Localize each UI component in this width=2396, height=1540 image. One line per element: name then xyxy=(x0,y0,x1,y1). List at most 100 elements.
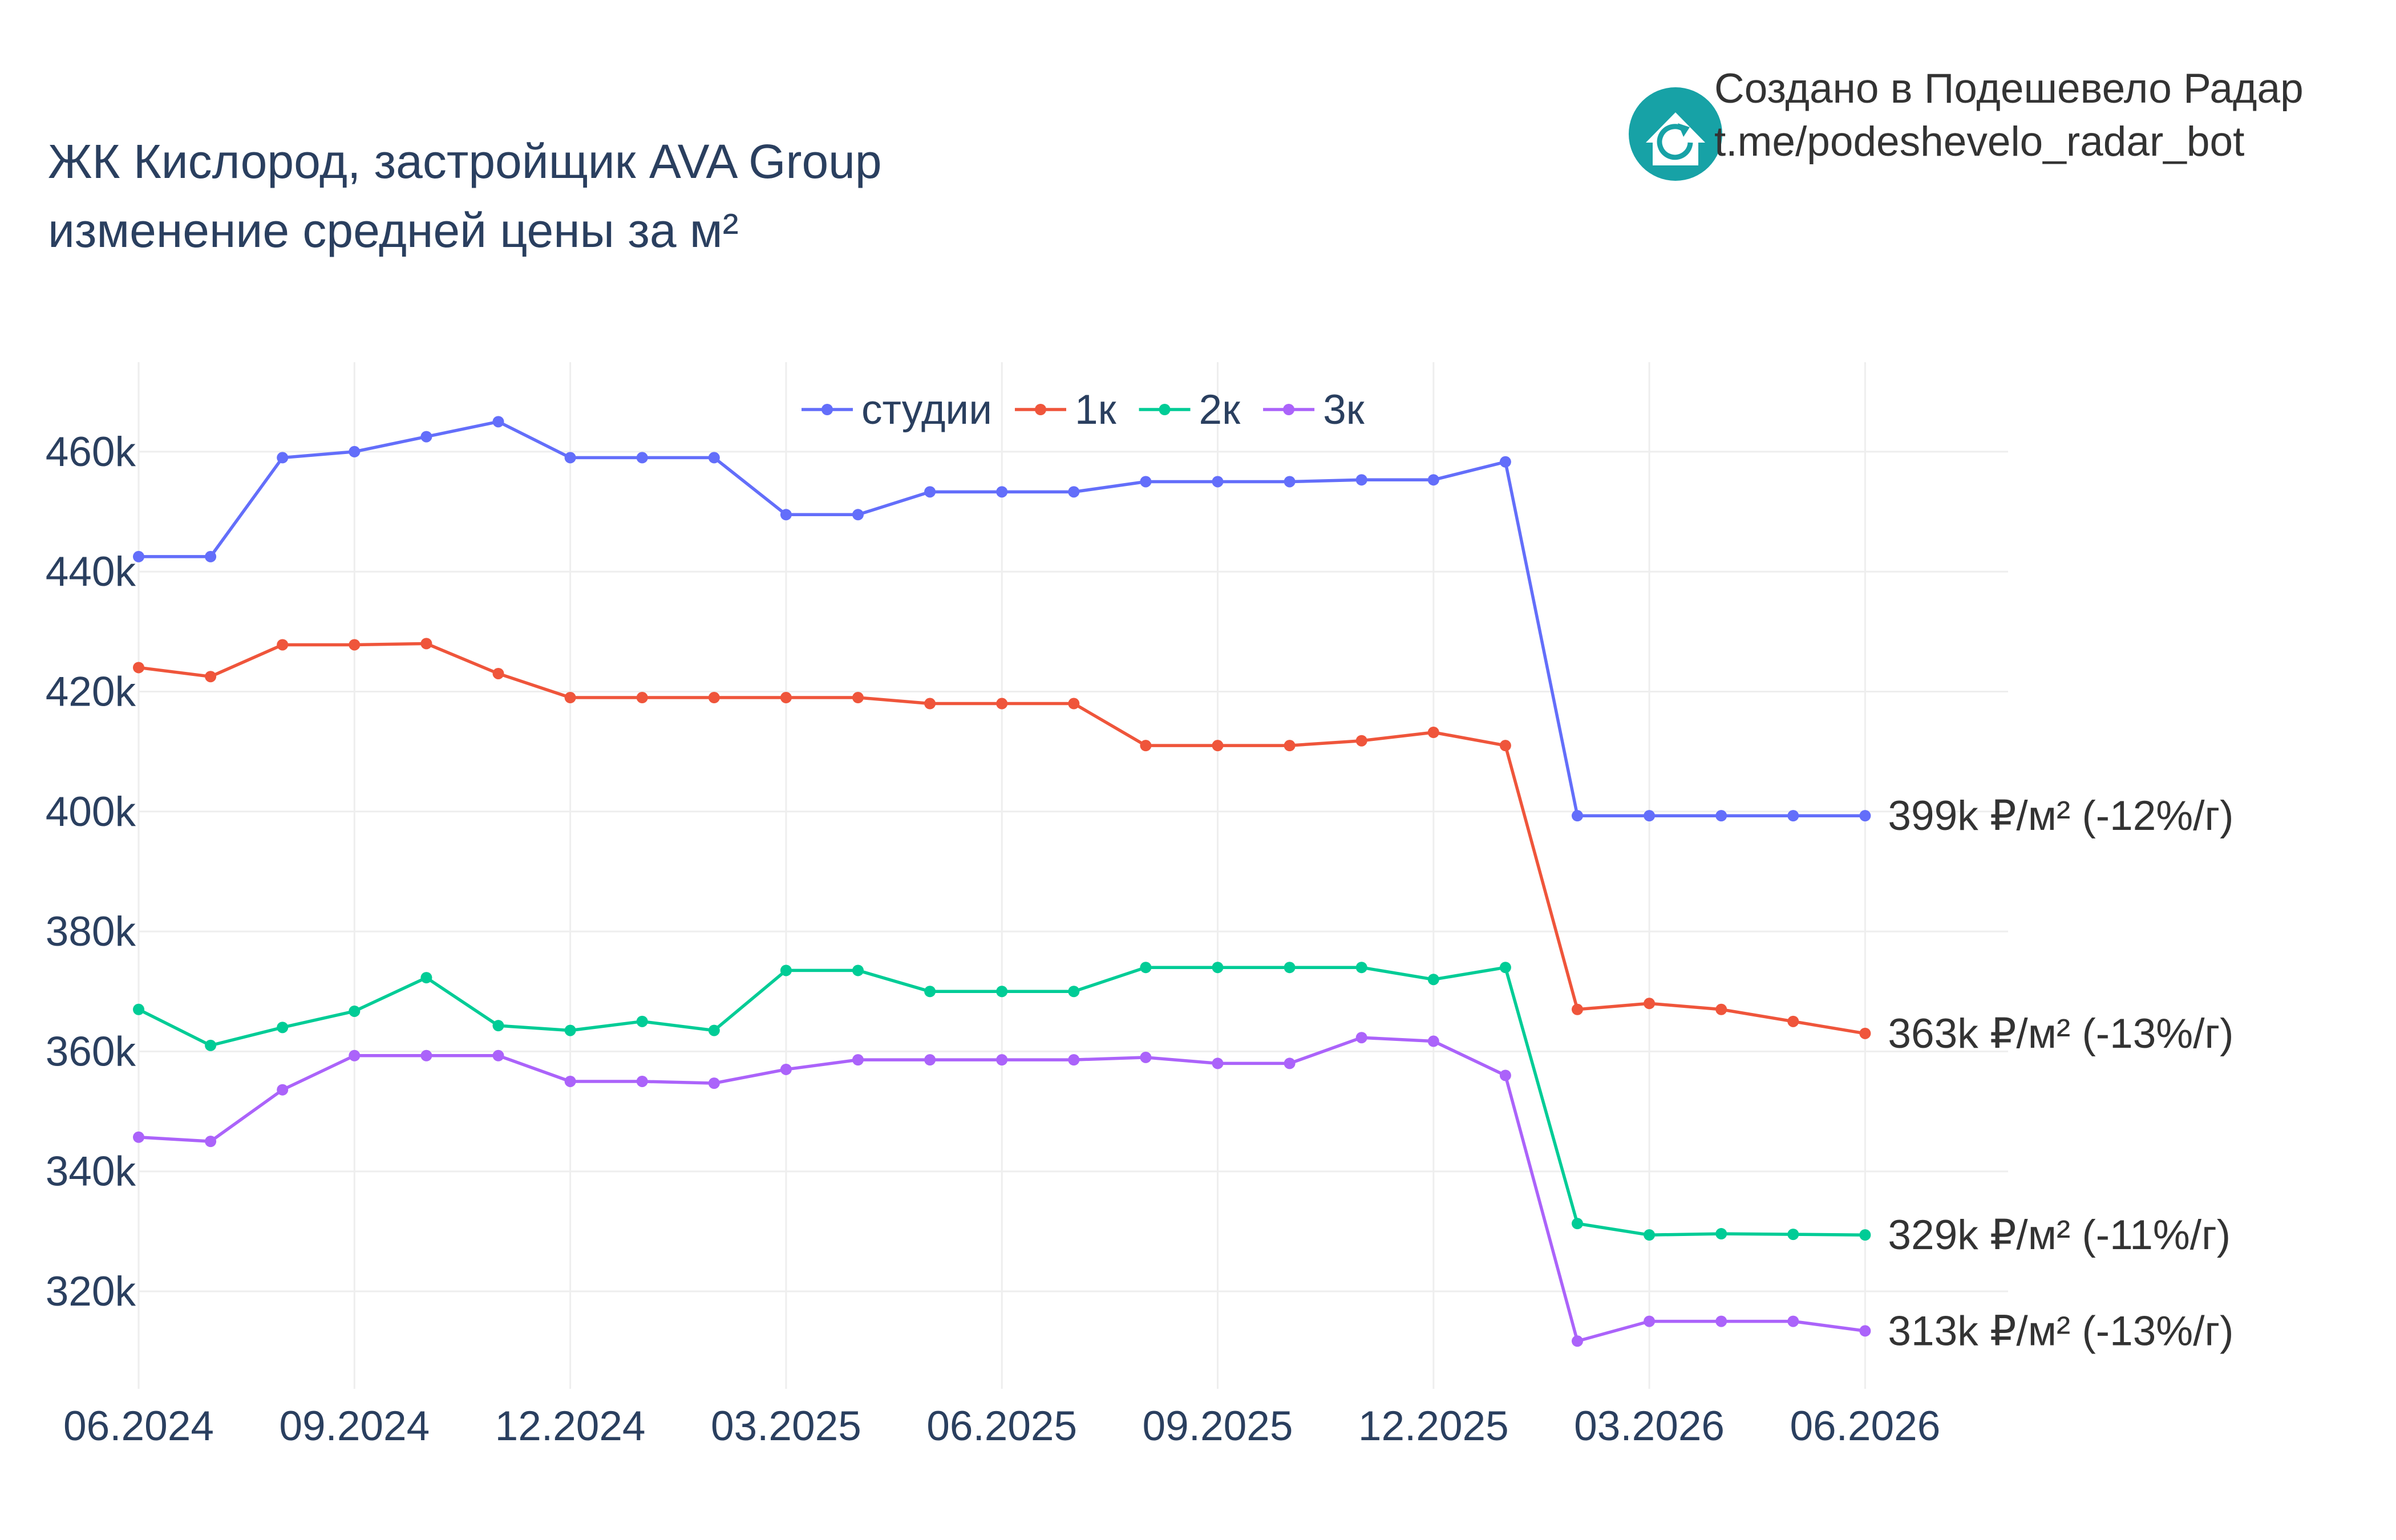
data-point[interactable] xyxy=(205,1136,217,1148)
data-point[interactable] xyxy=(1787,1229,1799,1241)
data-point[interactable] xyxy=(1715,1003,1727,1015)
data-point[interactable] xyxy=(1859,810,1871,822)
data-point[interactable] xyxy=(1572,1218,1583,1230)
data-point[interactable] xyxy=(1572,810,1583,822)
data-point[interactable] xyxy=(277,1022,289,1034)
legend-item[interactable]: 3к xyxy=(1263,387,1365,433)
data-point[interactable] xyxy=(420,1049,432,1061)
data-point[interactable] xyxy=(996,486,1008,498)
data-point[interactable] xyxy=(205,550,217,562)
logo-icon[interactable] xyxy=(1629,87,1722,181)
data-point[interactable] xyxy=(1355,1032,1367,1044)
data-point[interactable] xyxy=(1499,740,1511,752)
data-point[interactable] xyxy=(1644,1315,1656,1327)
data-point[interactable] xyxy=(1212,1057,1224,1069)
data-point[interactable] xyxy=(420,431,432,443)
data-point[interactable] xyxy=(924,986,936,998)
data-point[interactable] xyxy=(924,486,936,498)
data-point[interactable] xyxy=(1355,735,1367,747)
data-point[interactable] xyxy=(133,662,144,674)
data-point[interactable] xyxy=(420,972,432,984)
data-point[interactable] xyxy=(1284,962,1296,974)
legend-item[interactable]: студии xyxy=(802,387,992,433)
data-point[interactable] xyxy=(564,1024,576,1036)
data-point[interactable] xyxy=(852,692,864,704)
data-point[interactable] xyxy=(1140,740,1152,752)
data-point[interactable] xyxy=(708,1024,720,1036)
data-point[interactable] xyxy=(277,1084,289,1096)
data-point[interactable] xyxy=(277,452,289,464)
data-point[interactable] xyxy=(564,692,576,704)
data-point[interactable] xyxy=(492,667,504,679)
data-point[interactable] xyxy=(1499,1069,1511,1081)
data-point[interactable] xyxy=(1140,1051,1152,1063)
data-point[interactable] xyxy=(780,692,792,704)
data-point[interactable] xyxy=(1787,1015,1799,1027)
data-point[interactable] xyxy=(1644,998,1656,1010)
legend[interactable]: студии 1к 2к 3к xyxy=(802,387,1365,433)
data-point[interactable] xyxy=(1140,962,1152,974)
data-point[interactable] xyxy=(277,639,289,651)
data-point[interactable] xyxy=(1859,1325,1871,1337)
data-point[interactable] xyxy=(1355,962,1367,974)
data-point[interactable] xyxy=(996,1054,1008,1066)
data-point[interactable] xyxy=(1715,810,1727,822)
data-point[interactable] xyxy=(1715,1315,1727,1327)
data-point[interactable] xyxy=(924,1054,936,1066)
data-point[interactable] xyxy=(852,1054,864,1066)
data-point[interactable] xyxy=(852,964,864,976)
data-point[interactable] xyxy=(1787,810,1799,822)
data-point[interactable] xyxy=(708,452,720,464)
data-point[interactable] xyxy=(492,1020,504,1032)
data-point[interactable] xyxy=(780,964,792,976)
data-point[interactable] xyxy=(1068,698,1080,710)
data-point[interactable] xyxy=(1212,740,1224,752)
data-point[interactable] xyxy=(1355,474,1367,486)
data-point[interactable] xyxy=(780,509,792,521)
data-point[interactable] xyxy=(564,452,576,464)
data-point[interactable] xyxy=(1427,727,1439,739)
data-point[interactable] xyxy=(492,1049,504,1061)
data-point[interactable] xyxy=(1499,456,1511,468)
data-point[interactable] xyxy=(133,1131,144,1143)
data-point[interactable] xyxy=(708,692,720,704)
data-point[interactable] xyxy=(636,452,648,464)
data-point[interactable] xyxy=(924,698,936,710)
data-point[interactable] xyxy=(708,1077,720,1089)
data-point[interactable] xyxy=(1284,740,1296,752)
data-point[interactable] xyxy=(133,550,144,562)
data-point[interactable] xyxy=(996,986,1008,998)
data-point[interactable] xyxy=(1644,810,1656,822)
credit-line2[interactable]: t.me/podeshevelo_radar_bot xyxy=(1714,119,2244,165)
data-point[interactable] xyxy=(1572,1003,1583,1015)
data-point[interactable] xyxy=(1499,962,1511,974)
data-point[interactable] xyxy=(1715,1228,1727,1240)
data-point[interactable] xyxy=(1427,1035,1439,1047)
data-point[interactable] xyxy=(996,698,1008,710)
data-point[interactable] xyxy=(780,1063,792,1075)
data-point[interactable] xyxy=(564,1075,576,1087)
data-point[interactable] xyxy=(636,1075,648,1087)
data-point[interactable] xyxy=(349,445,361,457)
data-point[interactable] xyxy=(1284,1057,1296,1069)
data-point[interactable] xyxy=(636,692,648,704)
data-point[interactable] xyxy=(349,1005,361,1017)
data-point[interactable] xyxy=(1427,474,1439,486)
data-point[interactable] xyxy=(1140,476,1152,488)
data-point[interactable] xyxy=(1212,962,1224,974)
data-point[interactable] xyxy=(1212,476,1224,488)
legend-item[interactable]: 1к xyxy=(1014,387,1117,433)
data-point[interactable] xyxy=(1068,486,1080,498)
data-point[interactable] xyxy=(1572,1335,1583,1347)
data-point[interactable] xyxy=(1859,1229,1871,1241)
data-point[interactable] xyxy=(349,639,361,651)
data-point[interactable] xyxy=(205,1039,217,1051)
legend-item[interactable]: 2к xyxy=(1139,387,1241,433)
data-point[interactable] xyxy=(420,638,432,650)
data-point[interactable] xyxy=(852,509,864,521)
data-point[interactable] xyxy=(1068,986,1080,998)
data-point[interactable] xyxy=(1427,974,1439,986)
data-point[interactable] xyxy=(636,1015,648,1027)
data-point[interactable] xyxy=(349,1049,361,1061)
data-point[interactable] xyxy=(1859,1027,1871,1039)
